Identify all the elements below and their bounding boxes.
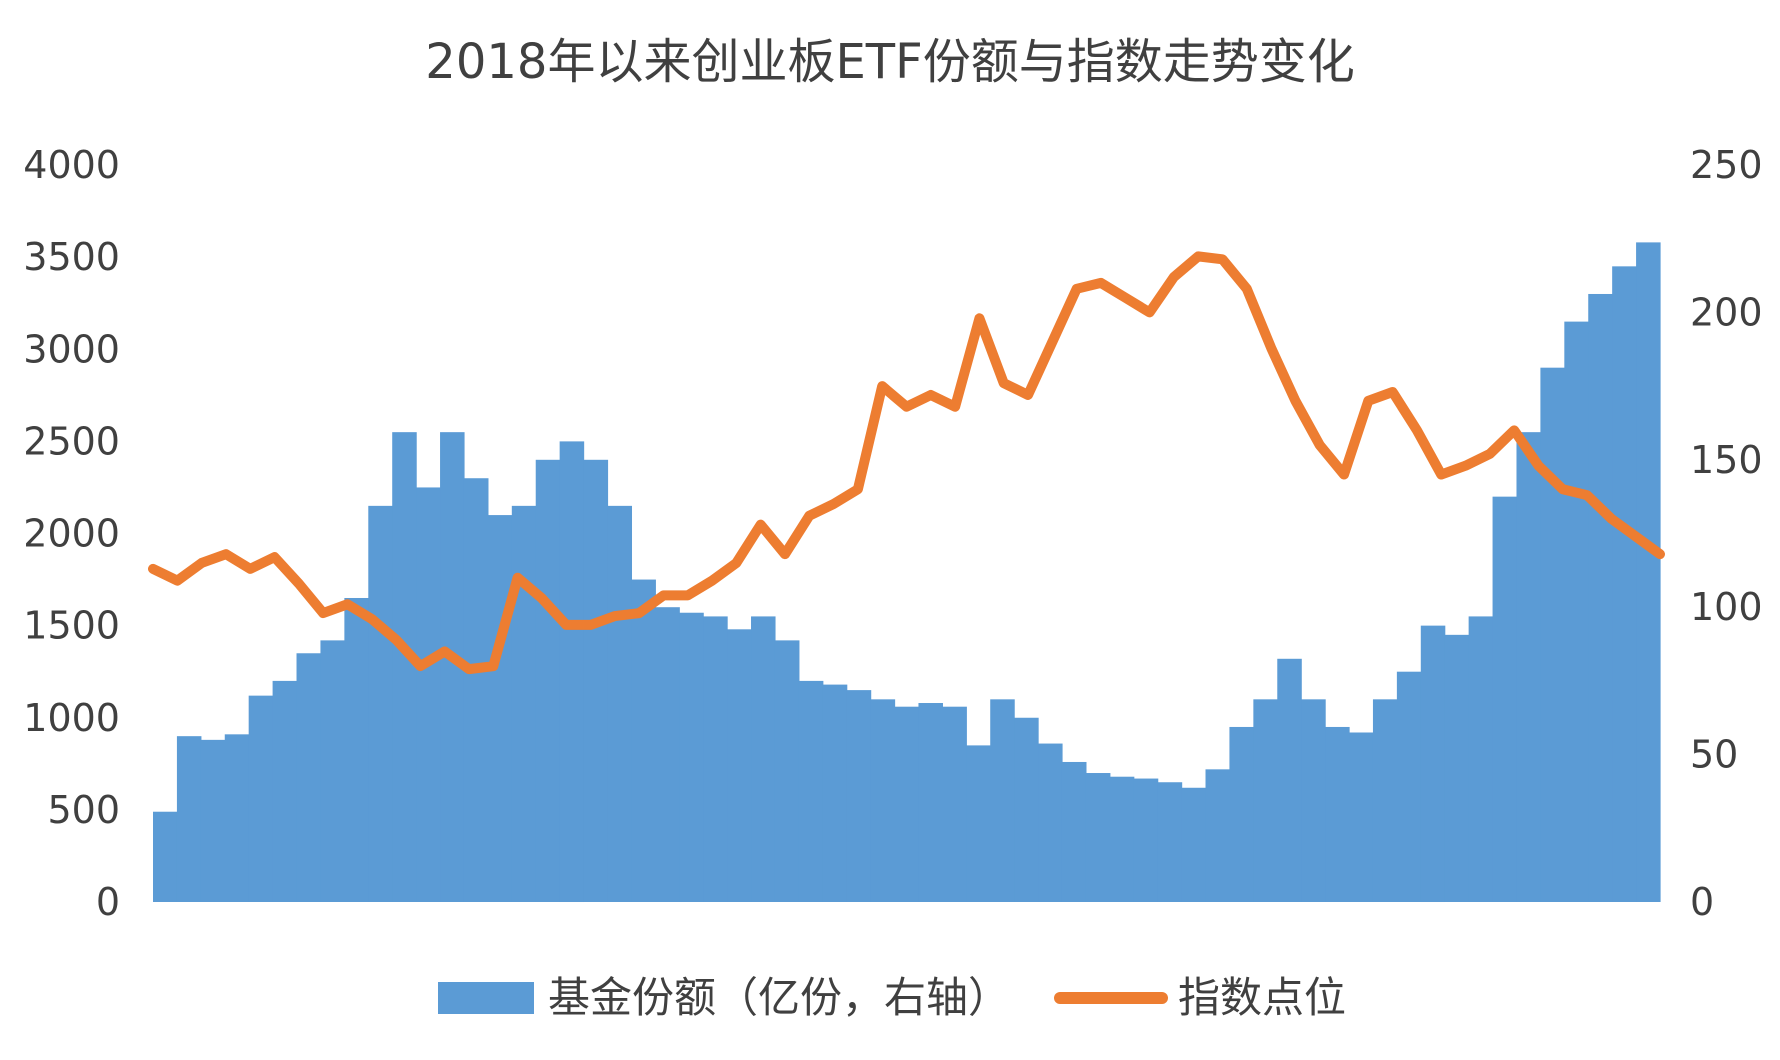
share-bar — [1157, 782, 1183, 902]
share-bar — [631, 579, 656, 902]
left-tick-label: 0 — [96, 880, 120, 924]
share-bar — [1038, 743, 1063, 902]
share-bar — [583, 459, 609, 902]
share-bar — [655, 607, 680, 902]
right-tick-label: 0 — [1690, 880, 1714, 924]
share-bar — [559, 441, 585, 903]
left-tick-label: 1000 — [23, 696, 120, 740]
share-bar — [1133, 778, 1159, 902]
share-bar — [1516, 432, 1541, 902]
share-bar — [1420, 625, 1446, 903]
left-tick-label: 2000 — [23, 512, 120, 556]
share-bar — [607, 505, 633, 902]
share-bar — [1229, 726, 1254, 902]
left-axis: 0 500 1000 1500 2000 2500 3000 3500 4000 — [23, 143, 120, 924]
share-bar — [751, 616, 776, 902]
left-tick-label: 4000 — [23, 143, 120, 187]
share-bar — [1492, 496, 1518, 902]
share-bar — [1612, 266, 1637, 903]
share-bar — [1205, 769, 1231, 902]
right-axis: 0 50 100 150 200 250 — [1690, 143, 1763, 924]
right-tick-label: 50 — [1690, 733, 1738, 777]
share-bar — [1468, 616, 1494, 902]
right-tick-label: 150 — [1690, 438, 1763, 482]
share-bar — [344, 597, 369, 902]
share-bar — [942, 706, 967, 902]
left-tick-label: 500 — [47, 788, 120, 832]
share-bar — [727, 629, 752, 902]
share-bar — [1061, 761, 1087, 902]
share-bar — [1253, 699, 1278, 902]
share-bar — [200, 739, 226, 902]
share-bar — [416, 487, 441, 902]
left-tick-label: 2500 — [23, 419, 120, 463]
share-bar — [320, 640, 345, 902]
share-bar — [1014, 717, 1039, 902]
share-bar — [296, 653, 322, 902]
left-tick-label: 3500 — [23, 235, 120, 279]
share-bar — [368, 505, 393, 902]
share-bar — [1396, 671, 1422, 902]
share-bar — [966, 745, 991, 902]
share-bar — [535, 459, 561, 902]
share-bar — [846, 690, 872, 902]
share-bar — [1181, 787, 1207, 902]
share-bar — [679, 612, 704, 902]
share-bar — [798, 680, 824, 902]
right-tick-label: 100 — [1690, 585, 1763, 629]
share-bar — [1444, 634, 1470, 902]
legend-label-line: 指数点位 — [1178, 973, 1346, 1022]
share-bar — [1085, 773, 1111, 902]
share-bar — [1540, 367, 1565, 902]
share-bar — [774, 640, 800, 902]
share-bars — [153, 242, 1661, 903]
share-bar — [918, 703, 943, 902]
share-bar — [822, 684, 848, 902]
share-bar — [703, 616, 728, 902]
left-tick-label: 3000 — [23, 327, 120, 371]
share-bar — [894, 706, 920, 902]
index-line — [148, 251, 1665, 675]
share-bar — [1636, 242, 1661, 902]
share-bar — [1277, 658, 1302, 902]
share-bar — [1325, 726, 1350, 902]
share-bar — [392, 432, 417, 902]
share-bar — [176, 736, 202, 902]
share-bar — [487, 515, 513, 902]
right-tick-label: 250 — [1690, 143, 1763, 187]
share-bar — [272, 680, 298, 902]
share-bar — [1301, 699, 1326, 902]
share-bar — [248, 695, 274, 902]
share-bar — [153, 811, 178, 902]
share-bar — [1349, 732, 1374, 902]
share-bar — [1564, 321, 1589, 902]
chart-title: 2018年以来创业板ETF份额与指数走势变化 — [425, 34, 1354, 90]
legend-swatch-bar — [438, 982, 534, 1014]
share-bar — [990, 699, 1015, 902]
index-line-layer — [148, 251, 1665, 675]
legend-label-bar: 基金份额（亿份，右轴） — [548, 973, 1010, 1022]
share-bar — [463, 478, 489, 902]
share-bar — [1109, 776, 1135, 902]
right-tick-label: 200 — [1690, 290, 1763, 334]
share-bar — [1588, 293, 1613, 903]
share-bar — [1372, 699, 1398, 902]
legend: 基金份额（亿份，右轴） 指数点位 — [438, 973, 1346, 1022]
share-bar — [870, 699, 896, 902]
left-tick-label: 1500 — [23, 604, 120, 648]
share-bar — [224, 734, 250, 902]
share-bar — [511, 505, 537, 902]
